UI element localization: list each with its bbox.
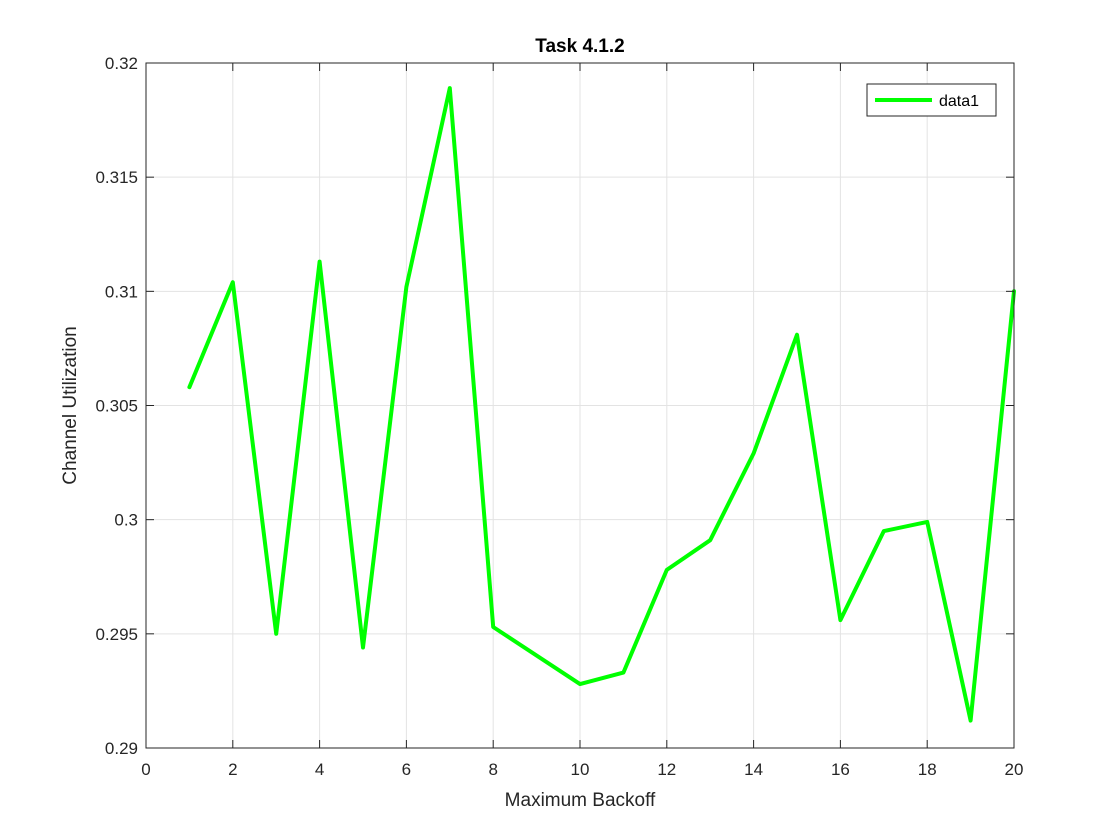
y-tick-label: 0.3 <box>114 511 138 530</box>
y-tick-label: 0.305 <box>95 397 138 416</box>
y-tick-label: 0.315 <box>95 168 138 187</box>
y-tick-label: 0.29 <box>105 739 138 758</box>
x-tick-label: 6 <box>402 760 411 779</box>
x-tick-label: 4 <box>315 760 324 779</box>
legend[interactable]: data1 <box>866 83 997 117</box>
x-tick-label: 16 <box>831 760 850 779</box>
x-tick-label: 2 <box>228 760 237 779</box>
x-tick-label: 0 <box>141 760 150 779</box>
x-tick-label: 20 <box>1005 760 1024 779</box>
x-axis-title: Maximum Backoff <box>505 790 656 811</box>
y-axis-title: Channel Utilization <box>60 326 81 484</box>
y-tick-label: 0.31 <box>105 282 138 301</box>
series-layer <box>187 86 1016 723</box>
chart-title: Task 4.1.2 <box>535 36 624 57</box>
x-tick-label: 18 <box>918 760 937 779</box>
tick-marks <box>145 62 1015 749</box>
x-tick-label: 8 <box>488 760 497 779</box>
y-tick-label: 0.32 <box>105 54 138 73</box>
x-tick-label: 14 <box>744 760 763 779</box>
y-tick-labels: 0.29 0.295 0.3 0.305 0.31 0.315 0.32 <box>95 54 138 758</box>
grid-lines <box>145 62 1015 749</box>
y-tick-label: 0.295 <box>95 625 138 644</box>
x-tick-label: 12 <box>657 760 676 779</box>
x-tick-label: 10 <box>571 760 590 779</box>
legend-label: data1 <box>939 93 979 110</box>
x-tick-labels: 0 2 4 6 8 10 12 14 16 18 20 <box>141 760 1023 779</box>
series-line-data1 <box>187 86 1016 723</box>
